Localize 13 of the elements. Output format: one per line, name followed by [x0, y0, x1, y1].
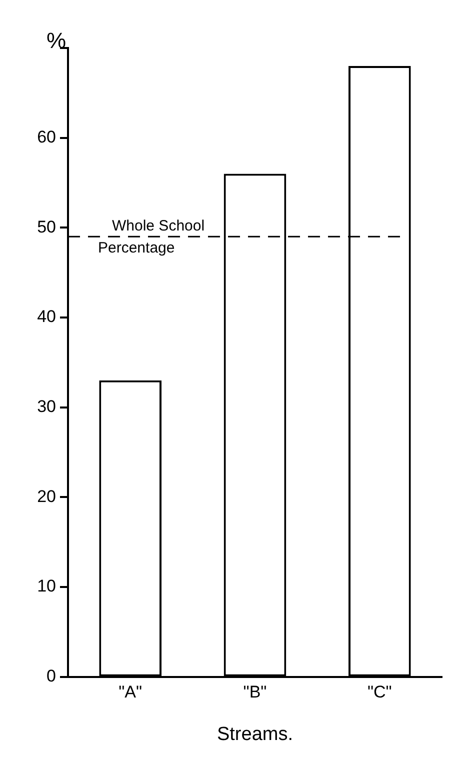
y-tick-label: 40 — [37, 307, 56, 326]
y-tick-label: 0 — [46, 666, 56, 686]
y-tick-label: 50 — [37, 217, 56, 236]
y-tick-label: 20 — [37, 486, 56, 506]
x-tick-label: "C" — [367, 682, 392, 702]
y-tick-label: 10 — [37, 576, 56, 596]
ref-line-label: Whole School Percentage — [98, 217, 205, 256]
y-tick-label: 60 — [37, 128, 56, 147]
x-tick-label: "B" — [243, 682, 267, 702]
x-tick-label: "A" — [118, 682, 142, 702]
y-axis-title: % — [46, 28, 66, 54]
x-axis-title: Streams. — [216, 724, 294, 745]
y-tick-label: 30 — [37, 397, 56, 416]
